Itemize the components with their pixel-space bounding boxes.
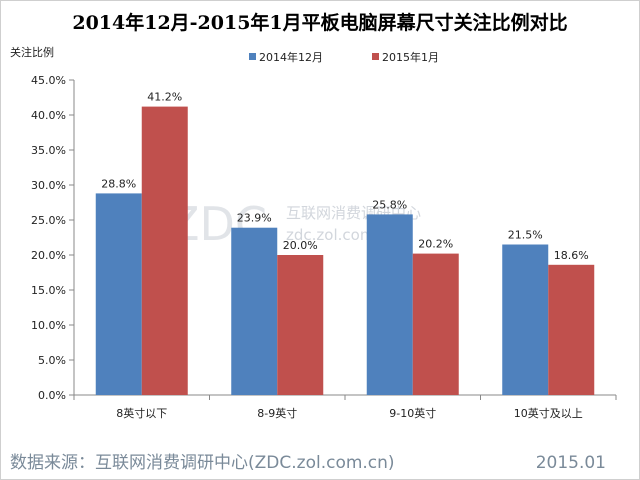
- bar: [277, 255, 324, 395]
- y-axis-label: 关注比例: [10, 45, 54, 59]
- data-label: 20.2%: [418, 238, 453, 251]
- bar: [548, 264, 595, 395]
- bar-layer: [95, 106, 595, 395]
- legend-label-series-2: 2015年1月: [382, 50, 439, 64]
- y-tick-label: 25.0%: [31, 214, 66, 227]
- data-label: 28.8%: [101, 177, 136, 190]
- y-tick-label: 0.0%: [38, 389, 66, 402]
- x-tick-label: 8-9英寸: [257, 406, 297, 420]
- data-label: 23.9%: [237, 212, 272, 225]
- y-tick-label: 5.0%: [38, 354, 66, 367]
- label-layer: 28.8% 41.2% 23.9% 20.0% 25.8% 20.2% 21.5% 18.6%: [101, 91, 588, 262]
- footer-date: 2015.01: [536, 453, 606, 473]
- data-label: 41.2%: [147, 91, 182, 104]
- x-tick-label: 10英寸及以上: [514, 406, 583, 420]
- bar: [412, 253, 459, 395]
- bar: [141, 106, 188, 395]
- legend-swatch-series-1: [249, 53, 256, 60]
- x-tick-label: 8英寸以下: [116, 406, 167, 420]
- data-label: 18.6%: [554, 249, 589, 262]
- y-tick-label: 20.0%: [31, 249, 66, 262]
- data-label: 21.5%: [508, 229, 543, 242]
- data-label: 25.8%: [372, 198, 407, 211]
- x-tick-label: 9-10英寸: [389, 406, 436, 420]
- y-tick-label: 10.0%: [31, 319, 66, 332]
- y-tick-label: 15.0%: [31, 284, 66, 297]
- legend-label-series-1: 2014年12月: [259, 50, 323, 64]
- footer-source: 数据来源：互联网消费调研中心(ZDC.zol.com.cn): [10, 453, 395, 473]
- y-tick-label: 30.0%: [31, 179, 66, 192]
- legend-swatch-series-2: [372, 53, 379, 60]
- y-tick-label: 45.0%: [31, 74, 66, 87]
- bar: [502, 244, 549, 395]
- bar: [366, 214, 413, 395]
- bar: [95, 193, 142, 395]
- y-tick-label: 40.0%: [31, 109, 66, 122]
- data-label: 20.0%: [283, 239, 318, 252]
- legend: 2014年12月 2015年1月: [249, 50, 439, 64]
- bar: [231, 227, 278, 395]
- chart-title: 2014年12月-2015年1月平板电脑屏幕尺寸关注比例对比: [72, 11, 567, 34]
- y-tick-label: 35.0%: [31, 144, 66, 157]
